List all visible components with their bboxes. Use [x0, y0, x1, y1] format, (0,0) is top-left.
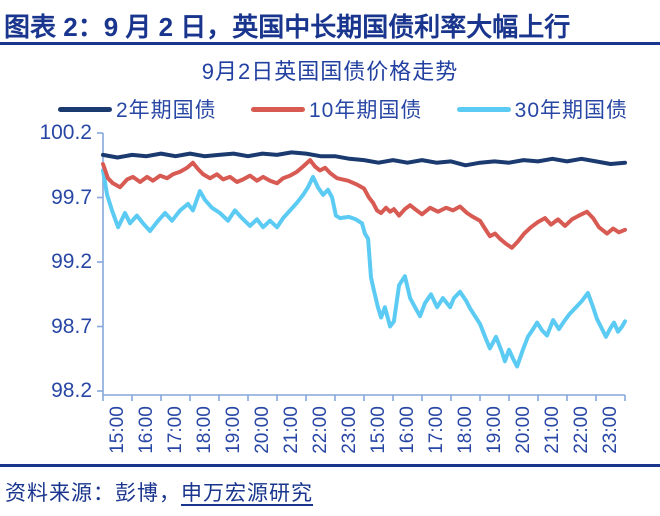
x-axis-tick-label: 19:00: [483, 406, 505, 454]
x-axis-tick-label: 16:00: [135, 406, 157, 454]
chart-title: 9月2日英国国债价格走势: [201, 59, 459, 84]
y-axis-tick-label: 98.2: [51, 379, 92, 402]
y-axis-tick-label: 99.2: [51, 250, 92, 273]
series-line-2y: [101, 150, 627, 168]
series-line-10y: [101, 158, 627, 250]
y-axis-tick-label: 98.7: [51, 314, 92, 338]
source-note: 资料来源：彭博，申万宏源研究: [5, 477, 313, 507]
x-axis-tick-label: 15:00: [367, 406, 389, 454]
x-axis-tick-label: 20:00: [512, 406, 534, 454]
x-axis-tick-label: 20:00: [251, 406, 273, 454]
legend-swatch-30y: [456, 106, 511, 112]
figure-title: 图表 2：9 月 2 日，英国中长期国债利率大幅上行: [4, 7, 656, 44]
header-divider: [0, 42, 660, 45]
footer-divider: [0, 464, 660, 467]
figure-title-link: 图表: [4, 12, 57, 44]
x-axis-tick-label: 19:00: [222, 406, 244, 454]
legend-label-10y: 10年期国债: [308, 99, 423, 122]
legend-swatch-2y: [58, 106, 112, 112]
x-axis-tick-label: 22:00: [570, 406, 592, 454]
x-axis-tick-label: 23:00: [338, 406, 360, 454]
x-axis-tick-label: 17:00: [164, 406, 186, 454]
legend-item-30y: 30年期国债: [456, 94, 628, 124]
x-axis-tick-label: 18:00: [454, 406, 476, 454]
x-axis-tick-label: 15:00: [106, 406, 128, 454]
chart-legend: 2年期国债 10年期国债 30年期国债: [58, 96, 628, 122]
x-axis-tick-label: 18:00: [193, 406, 215, 454]
x-axis-tick-label: 16:00: [396, 406, 418, 454]
x-axis-tick-label: 21:00: [280, 406, 302, 454]
x-axis-tick-label: 23:00: [599, 406, 621, 454]
legend-swatch-10y: [250, 106, 305, 112]
x-axis-tick-label: 21:00: [541, 406, 563, 454]
legend-item-2y: 2年期国债: [58, 94, 217, 124]
x-axis-tick-label: 22:00: [309, 406, 331, 454]
source-link[interactable]: 申万宏源研究: [181, 482, 313, 505]
source-prefix: 资料来源：彭博，: [5, 482, 181, 505]
legend-label-2y: 2年期国债: [116, 99, 217, 122]
series-line-30y: [101, 168, 627, 369]
figure-title-rest: 2：9 月 2 日，英国中长期国债利率大幅上行: [56, 12, 571, 42]
y-axis-tick-label: 100.2: [39, 121, 92, 144]
legend-label-30y: 30年期国债: [514, 99, 628, 122]
x-axis-tick-label: 17:00: [425, 406, 447, 454]
y-axis-tick-label: 99.7: [51, 185, 92, 209]
legend-item-10y: 10年期国债: [250, 94, 423, 124]
